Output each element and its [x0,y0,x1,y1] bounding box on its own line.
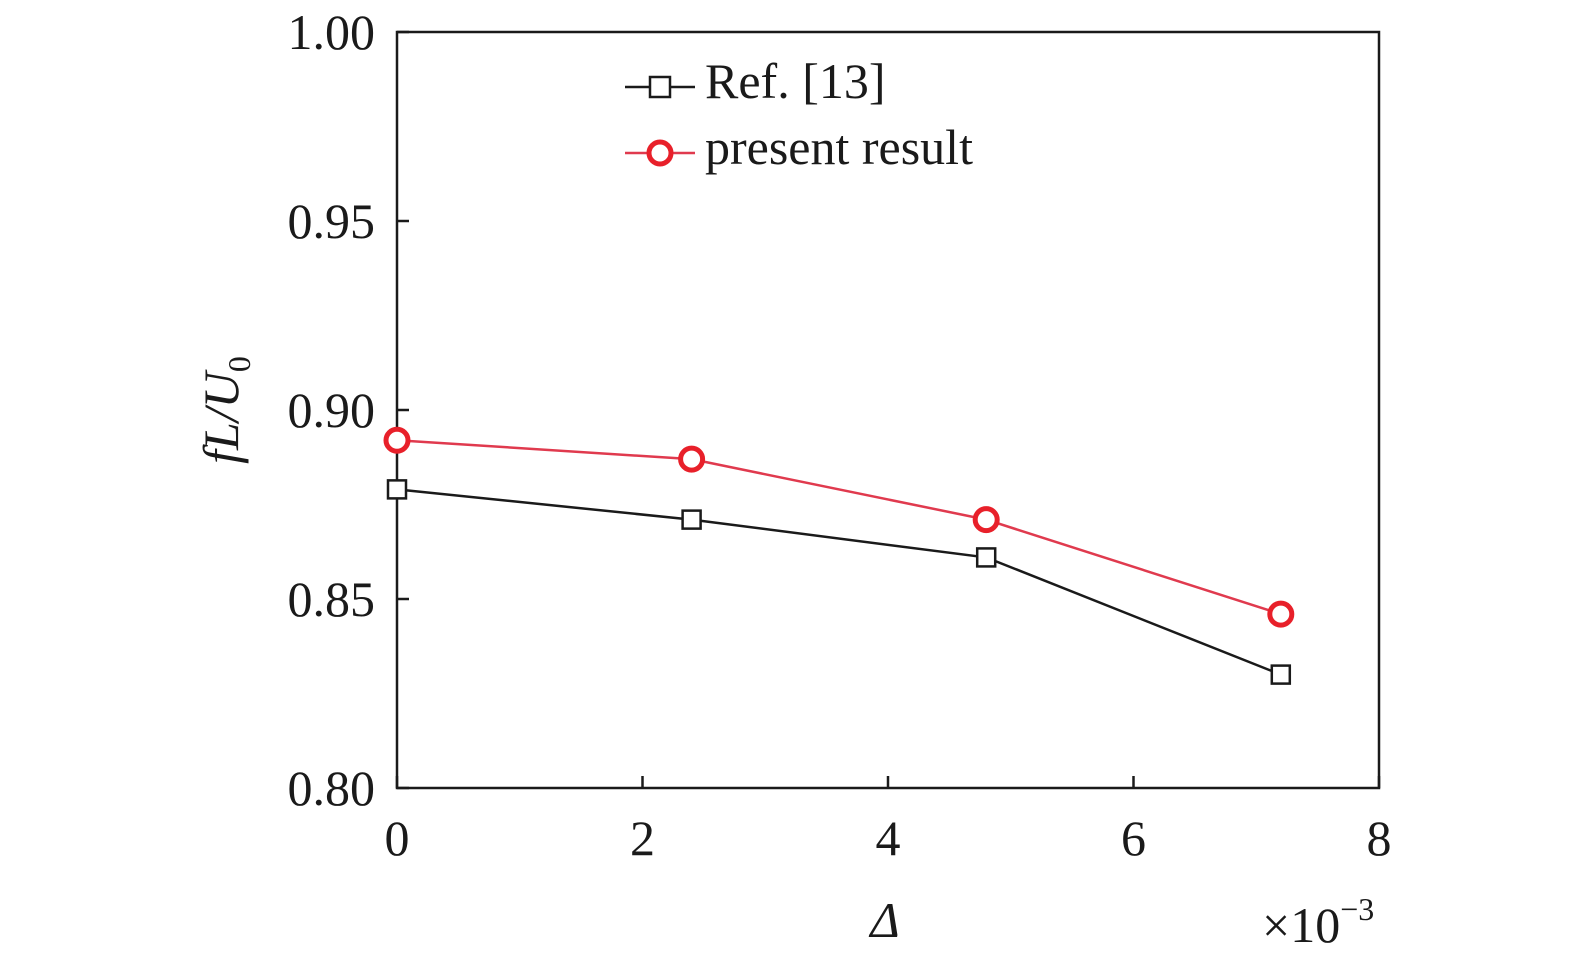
y-tick-label: 0.90 [288,382,376,438]
y-tick-label: 0.85 [288,571,376,627]
x-axis-multiplier-base: ×10 [1262,897,1340,953]
series-line-1 [396,438,1282,616]
data-point-square [1270,664,1292,685]
x-tick-label: 4 [876,810,901,866]
x-tick-label: 8 [1367,810,1392,866]
legend-marker-ref [648,75,672,99]
data-point-square [681,509,702,530]
data-point-circle [383,426,411,454]
legend-entry-ref: Ref. [13] [625,53,886,109]
y-axis-ticks: 0.80 0.85 0.90 0.95 1.00 [288,4,409,816]
y-axis-label: fL/U0 [193,356,257,464]
data-point-circle [972,506,1000,534]
legend-entry-present: present result [625,119,973,175]
x-tick-label: 2 [630,810,655,866]
legend-label-present: present result [705,119,973,175]
y-tick-label: 0.95 [288,193,376,249]
x-axis-multiplier-exponent: −3 [1340,891,1374,927]
y-axis-label-main: fL/U [193,369,249,464]
x-axis-ticks: 0 2 4 6 8 [385,776,1392,866]
series-layer [383,426,1295,685]
series-line-0 [396,488,1282,676]
x-axis-multiplier: ×10−3 [1262,891,1374,953]
legend-marker-present [646,139,674,167]
y-axis-label-sub: 0 [221,356,257,372]
data-point-circle [678,445,706,473]
data-point-square [975,547,997,568]
y-tick-label: 1.00 [288,4,376,60]
data-point-square [386,479,408,500]
x-tick-label: 6 [1121,810,1146,866]
legend-label-ref: Ref. [13] [705,53,886,109]
data-point-circle [1267,600,1295,628]
y-tick-label: 0.80 [288,760,376,816]
svg-text:fL/U0: fL/U0 [193,356,257,464]
x-tick-label: 0 [385,810,410,866]
legend: Ref. [13] present result [625,53,973,175]
x-axis-label: Δ [868,892,899,948]
